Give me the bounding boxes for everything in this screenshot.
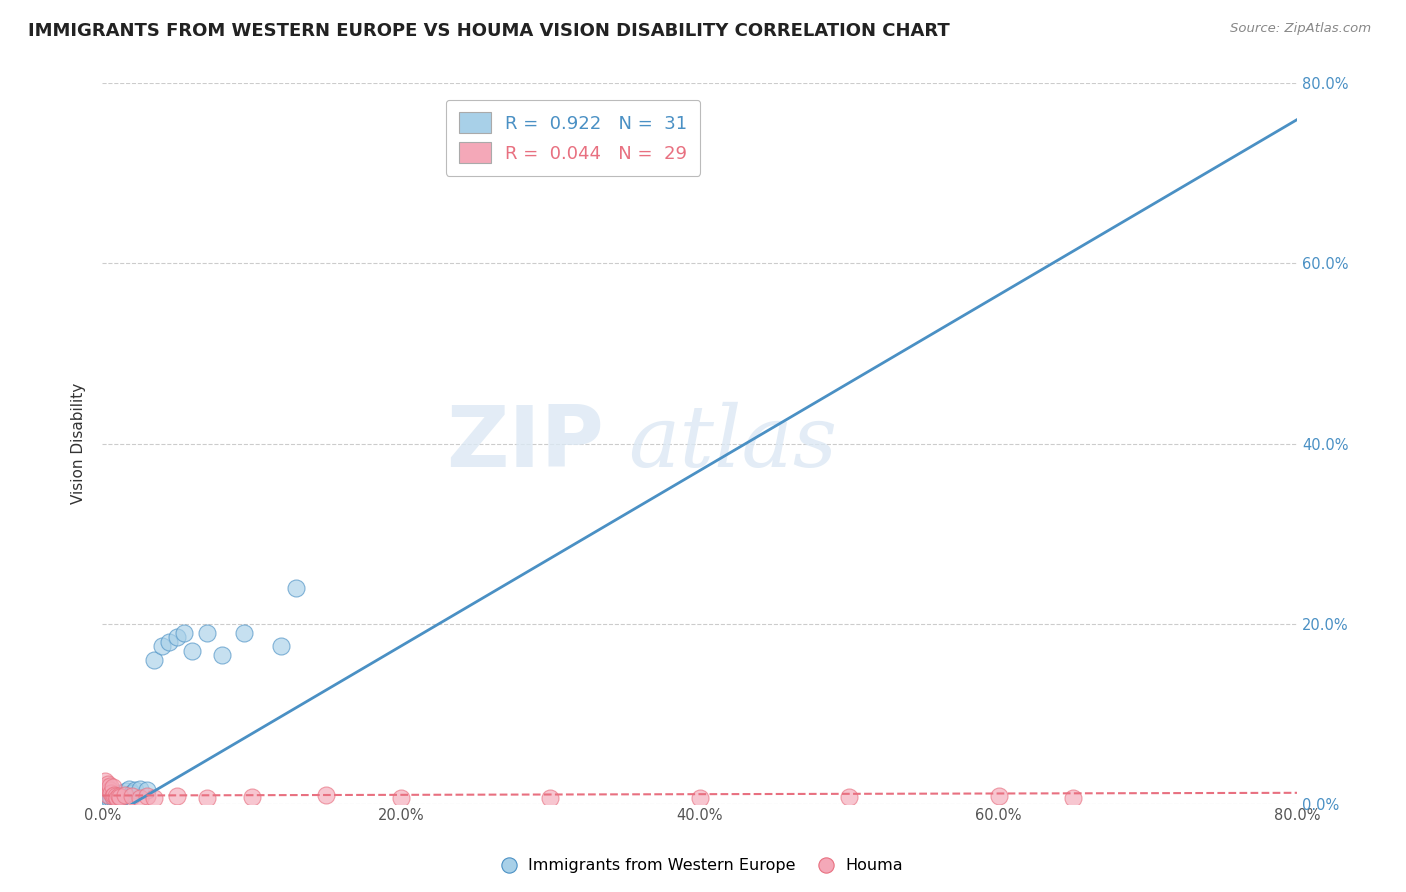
Point [115,784,138,798]
Point [101,789,124,804]
Text: ZIP: ZIP [447,402,605,485]
Point [114,788,136,802]
Point [118,782,141,797]
Point [104,791,127,805]
Point [108,786,131,800]
Point [105,793,128,807]
Point [166,789,188,804]
Point [100,791,122,805]
Point [97,794,120,808]
Point [100,786,122,800]
Point [689,791,711,805]
Point [103,792,125,806]
Point [150,639,173,653]
Point [101,790,124,805]
Point [173,625,195,640]
Point [166,630,188,644]
Point [103,789,125,804]
Point [180,643,202,657]
Point [538,791,561,805]
Point [101,780,124,795]
Point [96,792,118,806]
Point [98,793,121,807]
Point [121,786,143,800]
Point [94,774,117,789]
Point [195,791,218,805]
Point [240,790,263,805]
Point [270,639,292,653]
Point [136,783,159,797]
Point [111,790,134,805]
Point [285,581,308,595]
Point [98,783,121,797]
Point [124,783,146,797]
Text: IMMIGRANTS FROM WESTERN EUROPE VS HOUMA VISION DISABILITY CORRELATION CHART: IMMIGRANTS FROM WESTERN EUROPE VS HOUMA … [28,22,950,40]
Point [128,782,150,797]
Legend: Immigrants from Western Europe, Houma: Immigrants from Western Europe, Houma [496,852,910,880]
Point [211,648,233,662]
Point [103,788,125,802]
Point [105,791,128,805]
Point [136,789,159,804]
Point [315,788,337,802]
Point [128,791,150,805]
Text: Source: ZipAtlas.com: Source: ZipAtlas.com [1230,22,1371,36]
Point [105,788,128,802]
Point [143,652,166,666]
Point [97,788,120,802]
Point [838,790,860,805]
Legend: R =  0.922   N =  31, R =  0.044   N =  29: R = 0.922 N = 31, R = 0.044 N = 29 [446,100,700,176]
Point [1062,791,1084,805]
Point [143,791,166,805]
Point [389,791,412,805]
Point [159,634,181,648]
Point [108,790,131,805]
Point [107,789,129,804]
Text: atlas: atlas [628,402,837,485]
Point [195,625,218,640]
Point [97,777,120,791]
Point [112,789,135,803]
Y-axis label: Vision Disability: Vision Disability [72,383,86,504]
Point [107,789,129,804]
Point [98,779,121,793]
Point [987,789,1010,804]
Point [104,789,127,804]
Point [233,625,256,640]
Point [121,789,143,804]
Point [96,780,118,795]
